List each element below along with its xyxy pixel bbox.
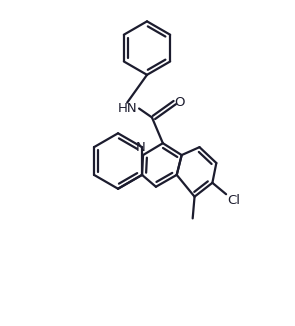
- Text: Cl: Cl: [227, 194, 240, 207]
- Text: O: O: [174, 96, 185, 109]
- Text: HN: HN: [117, 102, 137, 115]
- Text: N: N: [136, 141, 146, 154]
